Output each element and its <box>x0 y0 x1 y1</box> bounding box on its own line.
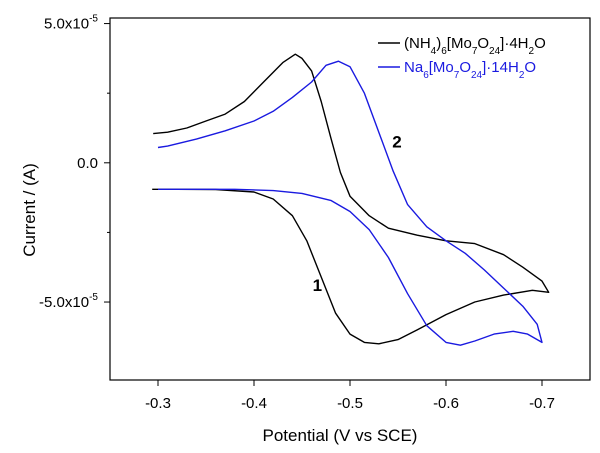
series-line-2 <box>157 60 543 346</box>
axis-ticks: -0.3 -0.4 -0.5 -0.6 -0.75.0x10-50.0-5.0x10-5 <box>39 14 555 412</box>
legend-label-part: 7 <box>454 70 460 81</box>
y-tick-label-exponent: -5 <box>89 292 98 303</box>
x-tick-label: -0.6 <box>433 395 459 412</box>
legend-label-part: 6 <box>423 70 429 81</box>
legend-label-part: ]·14H <box>482 59 519 76</box>
legend-label-part: [Mo <box>447 35 472 52</box>
legend-label-part: 24 <box>471 70 483 81</box>
series-line-1 <box>152 53 550 345</box>
legend-label: Na6[Mo7O24]·14H2O <box>404 59 536 81</box>
series-layer <box>152 53 550 346</box>
legend-label-part: 2 <box>519 70 525 81</box>
legend-label-part: 7 <box>472 46 478 57</box>
x-tick-label: -0.4 <box>241 395 267 412</box>
y-tick-label-exponent: -5 <box>89 14 98 25</box>
annotation-layer: 12 <box>313 132 402 294</box>
legend-label-part: O <box>524 59 536 76</box>
x-tick-label: -0.3 <box>145 395 171 412</box>
legend-label-part: 24 <box>489 46 501 57</box>
curve-annotation-label: 2 <box>392 132 401 151</box>
y-tick-label-base: -5.0x10 <box>39 294 89 311</box>
x-axis-title: Potential (V vs SCE) <box>263 426 418 445</box>
legend-label-part: 2 <box>529 46 535 57</box>
y-tick-label: 5.0x10-5 <box>44 14 98 33</box>
legend-label-part: 4 <box>431 46 437 57</box>
y-tick-label-base: 5.0x10 <box>44 16 89 33</box>
y-tick-label-base: 0.0 <box>77 155 98 172</box>
legend-label-part: O <box>477 35 489 52</box>
legend-label-part: (NH <box>404 35 431 52</box>
x-tick-label: -0.5 <box>337 395 363 412</box>
curve-annotation-label: 1 <box>313 276 322 295</box>
legend-label-part: O <box>459 59 471 76</box>
y-axis-title: Current / (A) <box>20 163 39 257</box>
x-tick-label: -0.7 <box>529 395 555 412</box>
legend-label: (NH4)6[Mo7O24]·4H2O <box>404 35 546 57</box>
y-tick-label: 0.0 <box>77 155 98 172</box>
legend-label-part: ]·4H <box>500 35 528 52</box>
legend-label-part: O <box>534 35 546 52</box>
legend-label-part: ) <box>436 35 441 52</box>
y-tick-label: -5.0x10-5 <box>39 292 98 311</box>
legend-label-part: 6 <box>441 46 447 57</box>
legend-label-part: [Mo <box>429 59 454 76</box>
legend-label-part: Na <box>404 59 424 76</box>
